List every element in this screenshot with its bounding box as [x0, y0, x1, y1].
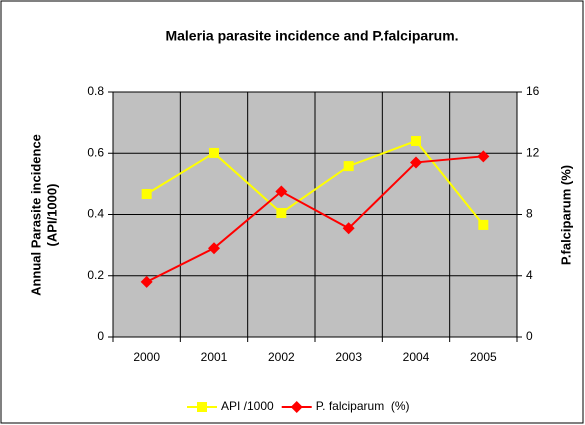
data-point [208, 242, 220, 255]
y2-tick-label: 0 [526, 329, 533, 343]
data-point [275, 185, 288, 198]
x-tick-label: 2003 [335, 350, 362, 364]
data-point [209, 147, 219, 158]
legend-label: P. falciparum (%) [316, 399, 410, 413]
x-tick-label: 2004 [403, 350, 430, 364]
x-tick-label: 2005 [470, 350, 497, 364]
data-point [478, 219, 489, 230]
x-tick-label: 2001 [201, 350, 228, 364]
data-point [141, 188, 152, 199]
x-tick-label: 2000 [133, 350, 160, 364]
series-line [146, 139, 485, 226]
y2-tick-label: 8 [526, 207, 533, 221]
data-point [276, 207, 287, 218]
data-point [477, 150, 490, 163]
y2-tick-label: 4 [526, 268, 533, 282]
y-tick-label: 0 [97, 329, 104, 343]
y2-tick-label: 12 [526, 145, 540, 159]
legend-label: API /1000 [221, 399, 274, 413]
x-tick-label: 2002 [268, 350, 295, 364]
data-point [343, 161, 354, 172]
series-line [146, 155, 484, 283]
legend-marker [290, 401, 303, 413]
legend-marker [197, 402, 207, 412]
y2-tick-label: 16 [526, 84, 540, 98]
y2-axis-label: P.falciparum (%) [558, 165, 573, 265]
y-tick-label: 0.2 [87, 268, 104, 282]
chart-title: Maleria parasite incidence and P.falcipa… [165, 28, 458, 44]
y-axis-label: Annual Parasite incidence [28, 134, 43, 296]
y-tick-label: 0.8 [87, 84, 104, 98]
y-tick-label: 0.6 [87, 145, 104, 159]
data-point [342, 222, 355, 235]
y-tick-label: 0.4 [87, 207, 104, 221]
data-point [411, 136, 421, 146]
y-axis-label: (API/1000) [44, 184, 59, 247]
data-point [410, 156, 422, 169]
data-point [140, 275, 153, 288]
